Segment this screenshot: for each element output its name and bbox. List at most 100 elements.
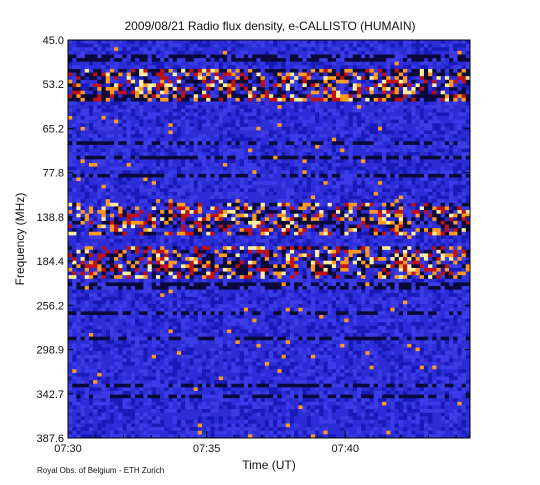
spectrogram-cell [386, 72, 391, 77]
spectrogram-cell [126, 61, 132, 66]
spectrogram-cell [277, 123, 282, 128]
spectrogram-cell [453, 68, 458, 73]
spectrogram-cell [277, 101, 282, 106]
spectrogram-cell [97, 61, 102, 66]
spectrogram-cell [222, 220, 228, 225]
spectrogram-cell [269, 199, 274, 204]
spectrogram-cell [457, 105, 463, 110]
spectrogram-cell [118, 123, 123, 128]
spectrogram-cell [206, 170, 211, 175]
spectrogram-cell [189, 134, 195, 139]
spectrogram-cell [323, 126, 329, 131]
spectrogram-cell [214, 166, 220, 171]
spectrogram-cell [139, 108, 144, 113]
spectrogram-cell [206, 220, 211, 225]
spectrogram-cell [252, 173, 257, 178]
spectrogram-cell [373, 173, 379, 178]
spectrogram-cell [403, 54, 408, 59]
spectrogram-cell [377, 90, 383, 95]
spectrogram-cell [202, 83, 207, 88]
spectrogram-cell [197, 144, 203, 149]
spectrogram-cell [356, 97, 362, 102]
spectrogram-cell [210, 101, 215, 106]
spectrogram-cell [331, 43, 337, 48]
spectrogram-cell [461, 148, 467, 153]
spectrogram-cell [239, 148, 245, 153]
spectrogram-cell [344, 65, 349, 70]
spectrogram-cell [361, 79, 366, 84]
spectrogram-cell [352, 210, 358, 215]
spectrogram-cell [449, 148, 454, 153]
spectrogram-cell [289, 220, 295, 225]
spectrogram-cell [147, 141, 153, 146]
spectrogram-cell [461, 155, 467, 160]
spectrogram-cell [428, 148, 433, 153]
spectrogram-cell [139, 152, 144, 157]
spectrogram-cell [344, 210, 349, 215]
spectrogram-cell [331, 94, 337, 99]
spectrogram-cell [218, 134, 224, 139]
spectrogram-cell [327, 173, 333, 178]
spectrogram-cell [235, 213, 241, 218]
spectrogram-cell [356, 195, 362, 200]
spectrogram-cell [457, 141, 463, 146]
spectrogram-cell [356, 65, 362, 70]
spectrogram-cell [449, 126, 454, 131]
spectrogram-cell [222, 79, 228, 84]
spectrogram-cell [155, 101, 161, 106]
spectrogram-cell [356, 163, 362, 168]
spectrogram-cell [331, 159, 337, 164]
spectrogram-cell [114, 159, 119, 164]
spectrogram-cell [386, 43, 391, 48]
spectrogram-cell [415, 134, 421, 139]
spectrogram-cell [105, 97, 111, 102]
spectrogram-cell [155, 155, 161, 160]
spectrogram-cell [415, 76, 421, 81]
spectrogram-cell [352, 90, 358, 95]
spectrogram-cell [80, 112, 86, 117]
spectrogram-cell [423, 112, 429, 117]
spectrogram-cell [206, 50, 211, 55]
spectrogram-cell [369, 137, 375, 142]
spectrogram-cell [398, 191, 404, 196]
spectrogram-cell [256, 126, 262, 131]
spectrogram-cell [423, 163, 429, 168]
spectrogram-cell [243, 119, 249, 124]
spectrogram-cell [348, 173, 354, 178]
spectrogram-cell [310, 144, 316, 149]
spectrogram-cell [101, 126, 107, 131]
spectrogram-cell [218, 220, 224, 225]
spectrogram-cell [298, 58, 303, 63]
spectrogram-cell [80, 181, 86, 186]
spectrogram-cell [252, 43, 257, 48]
spectrogram-cell [423, 206, 429, 211]
spectrogram-cell [390, 61, 396, 66]
spectrogram-cell [109, 40, 115, 45]
spectrogram-cell [327, 83, 333, 88]
spectrogram-cell [227, 217, 232, 222]
spectrogram-cell [423, 97, 429, 102]
spectrogram-cell [315, 76, 320, 81]
spectrogram-cell [432, 76, 437, 81]
spectrogram-cell [151, 159, 157, 164]
spectrogram-cell [369, 213, 375, 218]
spectrogram-cell [160, 188, 165, 193]
spectrogram-cell [365, 134, 370, 139]
spectrogram-cell [105, 137, 111, 142]
spectrogram-cell [139, 76, 144, 81]
spectrogram-cell [444, 50, 450, 55]
spectrogram-cell [407, 94, 412, 99]
spectrogram-cell [415, 144, 421, 149]
spectrogram-cell [273, 152, 278, 157]
spectrogram-cell [394, 94, 400, 99]
spectrogram-cell [331, 191, 337, 196]
spectrogram-cell [143, 76, 148, 81]
spectrogram-cell [407, 115, 412, 120]
spectrogram-cell [294, 141, 299, 146]
spectrogram-cell [185, 206, 190, 211]
spectrogram-cell [403, 83, 408, 88]
spectrogram-cell [302, 210, 308, 215]
spectrogram-cell [197, 50, 203, 55]
spectrogram-cell [352, 47, 358, 52]
spectrogram-cell [269, 115, 274, 120]
